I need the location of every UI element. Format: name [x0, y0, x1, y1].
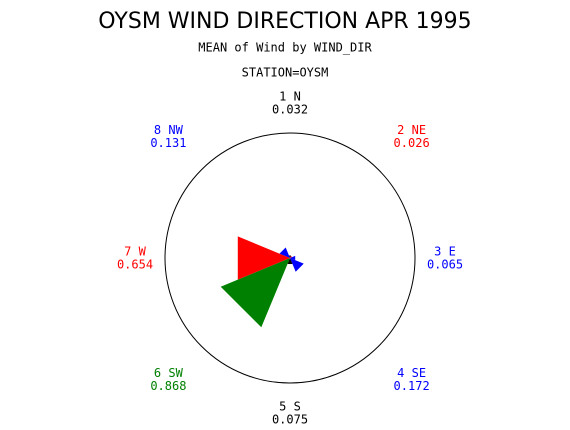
wedge [290, 255, 296, 261]
value-label: 0.131 [150, 136, 186, 150]
wedge [287, 258, 293, 264]
direction-label: 4 SE [397, 366, 426, 380]
chart-title: OYSM WIND DIRECTION APR 1995 [98, 9, 471, 34]
outer-circle [164, 132, 416, 384]
direction-label: 8 NW [154, 123, 184, 137]
direction-label: 2 NE [397, 123, 426, 137]
wedge [220, 258, 290, 328]
wedge [279, 247, 290, 258]
direction-label: 6 SW [154, 366, 184, 380]
wedge [290, 258, 304, 272]
wedge [237, 236, 290, 280]
direction-label: 1 N [279, 90, 301, 104]
value-label: 0.172 [394, 379, 430, 393]
wedge [290, 255, 293, 258]
value-label: 0.026 [394, 136, 430, 150]
direction-label: 3 E [434, 245, 456, 259]
value-label: 0.065 [427, 258, 463, 272]
direction-label: 7 W [124, 245, 146, 259]
wedge [288, 255, 292, 258]
value-label: 0.868 [150, 379, 186, 393]
value-label: 0.032 [272, 103, 308, 117]
value-label: 0.654 [117, 258, 153, 272]
value-label: 0.075 [272, 413, 308, 427]
chart-subtitle: MEAN of Wind by WIND_DIR [198, 41, 372, 55]
direction-label: 5 S [279, 400, 301, 414]
group-label: STATION=OYSM [242, 66, 329, 80]
